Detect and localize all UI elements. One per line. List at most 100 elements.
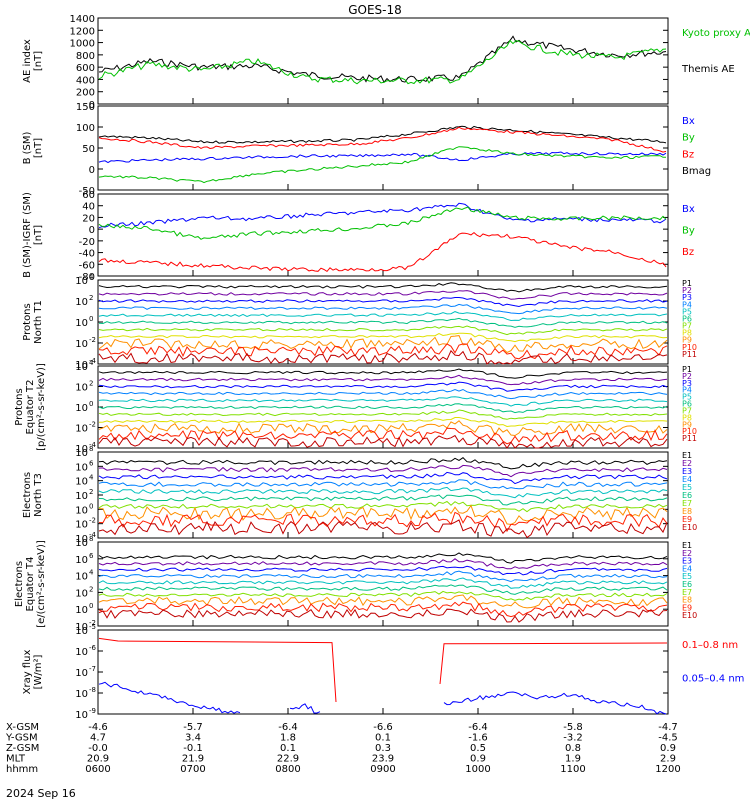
footer-value: 20.9 bbox=[87, 754, 109, 765]
legend-p1: P1 bbox=[682, 365, 692, 374]
y-tick-label: 60 bbox=[82, 190, 95, 201]
footer-label-y-gsm: Y-GSM bbox=[5, 733, 38, 744]
legend-p2: P2 bbox=[682, 286, 692, 295]
series-e4 bbox=[98, 479, 668, 490]
series-p6 bbox=[98, 317, 668, 328]
y-axis-label: Xray flux bbox=[22, 650, 33, 695]
series-dbz bbox=[98, 231, 667, 273]
series-e10 bbox=[98, 519, 668, 539]
footer-value: 0.8 bbox=[565, 743, 581, 754]
panel-frame bbox=[97, 193, 669, 277]
y-axis-label: [p/(cm²-s-sr-keV)] bbox=[36, 363, 47, 451]
y-tick-label: -20 bbox=[79, 237, 95, 248]
series-p8 bbox=[98, 332, 668, 343]
series-e3 bbox=[98, 471, 668, 485]
legend-p2: P2 bbox=[682, 372, 692, 381]
footer-value: 0800 bbox=[275, 764, 300, 775]
legend-p5: P5 bbox=[682, 307, 692, 316]
y-tick-label: -40 bbox=[79, 249, 95, 260]
legend-p7: P7 bbox=[682, 406, 692, 415]
footer-label-mlt: MLT bbox=[6, 754, 26, 765]
y-tick-label: 10 bbox=[75, 647, 88, 658]
legend-p10: P10 bbox=[682, 343, 697, 352]
series-p2 bbox=[98, 374, 668, 386]
y-tick-exponent: -2 bbox=[89, 336, 96, 344]
y-tick-exponent: 2 bbox=[89, 585, 93, 593]
series-p2 bbox=[98, 290, 668, 300]
series-e3 bbox=[98, 565, 668, 576]
legend-e5: E5 bbox=[682, 483, 692, 492]
footer-value: 1100 bbox=[560, 764, 585, 775]
y-tick-exponent: 8 bbox=[89, 445, 93, 453]
footer-value: 0600 bbox=[85, 764, 110, 775]
legend-p6: P6 bbox=[682, 314, 692, 323]
footer-label-x-gsm: X-GSM bbox=[6, 722, 39, 733]
y-tick-label: 800 bbox=[76, 51, 95, 62]
y-tick-label: 10 bbox=[75, 362, 88, 373]
y-axis-label: [e/(cm²-s-sr-keV)] bbox=[36, 540, 47, 628]
legend-p9: P9 bbox=[682, 420, 692, 429]
series-e1 bbox=[98, 552, 668, 564]
y-tick-exponent: -4 bbox=[89, 441, 97, 449]
footer-value: -4.5 bbox=[658, 733, 678, 744]
series-e6 bbox=[98, 584, 668, 595]
y-tick-exponent: 4 bbox=[89, 273, 94, 281]
y-axis-label: [nT] bbox=[33, 225, 44, 245]
series-e8 bbox=[98, 504, 668, 526]
series-p11 bbox=[98, 434, 668, 449]
y-axis-label: Electrons bbox=[14, 561, 25, 607]
footer-value: 0900 bbox=[370, 764, 395, 775]
y-tick-label: 10 bbox=[75, 689, 88, 700]
legend-bmag: Bmag bbox=[682, 166, 711, 177]
y-tick-label: 1200 bbox=[70, 26, 95, 37]
footer-value: -3.2 bbox=[563, 733, 583, 744]
series-xray-long bbox=[439, 642, 668, 685]
y-tick-exponent: -9 bbox=[89, 707, 96, 715]
series-p7 bbox=[98, 409, 668, 420]
panel-frame bbox=[97, 629, 669, 715]
series-by bbox=[98, 146, 667, 184]
series-themis-ae bbox=[98, 35, 667, 84]
series-p5 bbox=[98, 396, 668, 407]
y-tick-exponent: 4 bbox=[89, 359, 94, 367]
legend-p8: P8 bbox=[682, 329, 692, 338]
series-p6 bbox=[98, 403, 668, 414]
y-tick-label: 10 bbox=[75, 403, 88, 414]
legend-by: By bbox=[682, 226, 695, 237]
legend-bz: Bz bbox=[682, 149, 694, 160]
y-tick-exponent: -2 bbox=[89, 517, 96, 525]
y-tick-label: 10 bbox=[75, 448, 88, 459]
legend-p6: P6 bbox=[682, 400, 692, 409]
series-e8 bbox=[98, 594, 668, 609]
legend-e5: E5 bbox=[682, 572, 692, 581]
panel-7: Electrons Equator T4 [e/(cm²-s-sr-keV)] 10-… bbox=[14, 535, 697, 633]
series-e5 bbox=[98, 577, 668, 589]
footer-value: -0.1 bbox=[183, 743, 203, 754]
footer-value: -5.8 bbox=[563, 722, 583, 733]
legend-p9: P9 bbox=[682, 336, 692, 345]
legend-e6: E6 bbox=[682, 580, 692, 589]
series-e2 bbox=[98, 558, 668, 570]
footer-value: 1.9 bbox=[565, 754, 581, 765]
footer-value: 3.4 bbox=[185, 733, 201, 744]
footer-value: -6.4 bbox=[278, 722, 298, 733]
legend-e8: E8 bbox=[682, 596, 692, 605]
y-tick-label: 10 bbox=[75, 444, 88, 455]
y-tick-exponent: 0 bbox=[89, 400, 93, 408]
plot-title: GOES-18 bbox=[348, 3, 402, 17]
y-axis-label: [nT] bbox=[33, 51, 44, 71]
y-tick-exponent: 4 bbox=[89, 474, 94, 482]
legend-e8: E8 bbox=[682, 507, 692, 516]
series-kyoto-ae bbox=[98, 39, 667, 85]
legend-p1: P1 bbox=[682, 279, 692, 288]
series-dby bbox=[98, 206, 667, 240]
footer-value: -0.0 bbox=[88, 743, 108, 754]
footer-value: 0.9 bbox=[660, 743, 676, 754]
series-p4 bbox=[98, 303, 668, 315]
series-p9 bbox=[98, 335, 668, 354]
y-axis-label: Electrons bbox=[22, 472, 33, 518]
legend-by: By bbox=[682, 133, 695, 144]
legend-p11: P11 bbox=[682, 434, 697, 443]
